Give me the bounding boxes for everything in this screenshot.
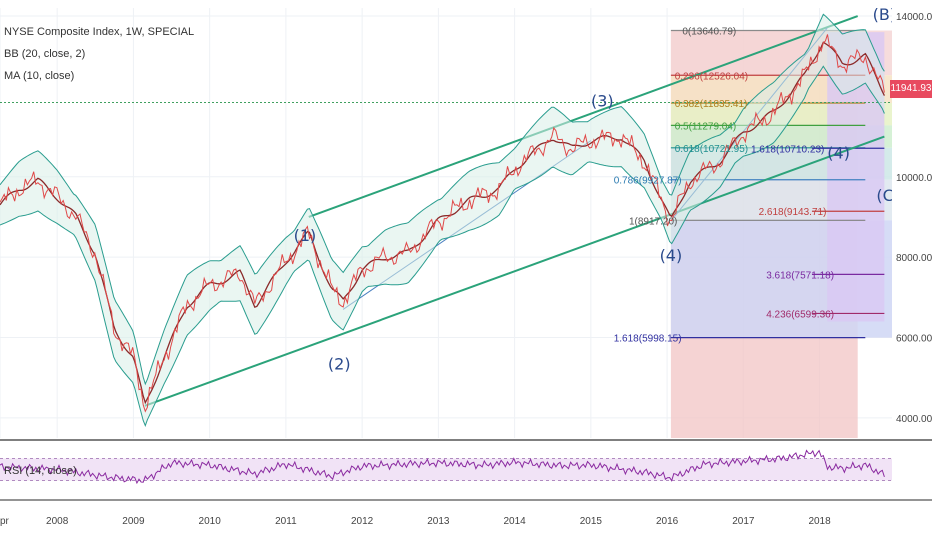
fib-label: 0.236(12526.04) <box>675 71 748 82</box>
bb-fill <box>0 14 885 426</box>
time-tick-label: 2009 <box>122 516 145 527</box>
price-tick-label: 6000.00 <box>896 334 932 345</box>
time-tick-label: pr <box>0 516 10 527</box>
ma-line <box>0 41 885 405</box>
fib-label: 4.236(6599.36) <box>766 309 834 320</box>
time-tick-label: 2008 <box>46 516 69 527</box>
rsi-legend: RSI (14, close) <box>4 465 77 477</box>
time-tick-label: 2013 <box>427 516 450 527</box>
wave-label: (1) <box>294 226 317 245</box>
ma-legend: MA (10, close) <box>4 70 75 82</box>
last-price-tag: 11941.93 <box>890 80 932 98</box>
fib-label: 0(13640.79) <box>682 27 736 38</box>
fib-label: 0.382(11835.41) <box>675 99 748 110</box>
channel-upper <box>308 15 859 218</box>
rsi-pane <box>0 439 932 501</box>
channel-lower <box>144 135 885 407</box>
fib-label: 1(8917.20) <box>629 216 677 227</box>
wave-label: (B) <box>873 5 896 24</box>
fib-label: 1.618(10710.23) <box>751 144 824 155</box>
symbol-legend: NYSE Composite Index, 1W, SPECIAL <box>4 26 195 38</box>
fib-label: 1.618(5998.15) <box>614 334 682 345</box>
price-series <box>0 34 885 413</box>
time-axis: pr 2008 2009 2010 2011 2012 2013 2014 2015 2016 20… <box>0 516 831 527</box>
price-tick-label: 8000.00 <box>896 253 932 264</box>
fib-label: 3.618(7571.18) <box>766 270 834 281</box>
wave-label: (2) <box>328 355 351 374</box>
wave-label: (4) <box>827 144 850 163</box>
rsi-band <box>0 458 892 481</box>
time-tick-label: 2015 <box>580 516 603 527</box>
bb-upper <box>0 13 885 386</box>
rsi-line <box>0 449 885 485</box>
time-tick-label: 2010 <box>199 516 222 527</box>
time-tick-label: 2011 <box>275 516 297 527</box>
wave-label: (3) <box>591 91 614 110</box>
fib-label: 0.5(11279.04) <box>675 121 737 132</box>
time-tick-label: 2016 <box>656 516 679 527</box>
bollinger-bands <box>0 13 885 427</box>
fibonacci-labels: 0(13640.79) 0.236(12526.04) 0.382(11835.41… <box>614 27 834 345</box>
time-tick-label: 2018 <box>808 516 831 527</box>
bb-legend: BB (20, close, 2) <box>4 48 86 60</box>
time-tick-label: 2014 <box>503 516 526 527</box>
time-tick-label: 2017 <box>732 516 755 527</box>
price-tick-label: 10000.00 <box>896 173 932 184</box>
bb-lower <box>0 65 885 427</box>
fib-label: 2.618(9143.71) <box>759 207 827 218</box>
time-tick-label: 2012 <box>351 516 374 527</box>
wave-label: (4) <box>660 246 683 265</box>
fib-label: 0.618(10721.95) <box>675 144 748 155</box>
price-tick-label: 4000.00 <box>896 414 932 425</box>
price-line <box>0 34 885 413</box>
fib-band <box>670 220 932 338</box>
fib-label: 0.786(9927.87) <box>614 176 682 187</box>
price-tick-label: 14000.00 <box>896 12 932 23</box>
